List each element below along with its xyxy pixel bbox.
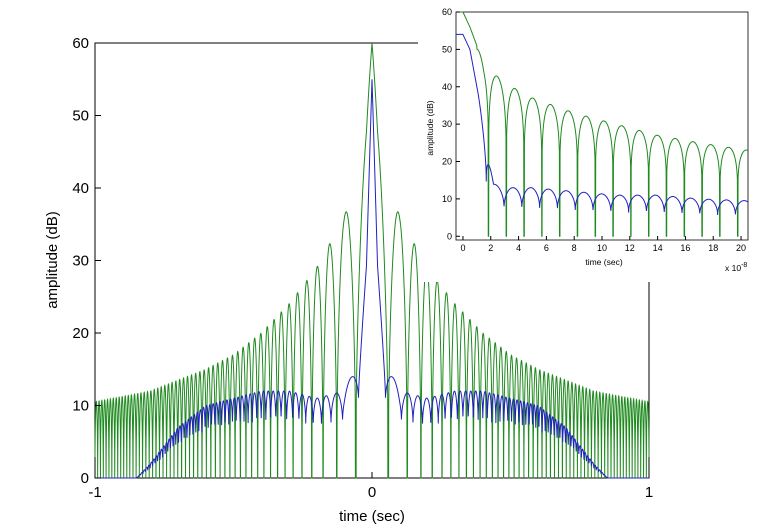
inset-series-group xyxy=(456,11,749,237)
inset-axis-ticks: 0 2 4 6 8 10 12 14 16 18 20 0 10 20 30 40 50 60 xyxy=(442,7,746,253)
inset-x-tick-label: 14 xyxy=(653,243,663,253)
inset-x-tick-label: 10 xyxy=(597,243,607,253)
main-series-line-2 xyxy=(95,79,649,479)
inset-x-tick-label: 8 xyxy=(572,243,577,253)
inset-x-tick-label: 12 xyxy=(625,243,635,253)
main-y-tick-label: 0 xyxy=(81,470,89,487)
main-y-tick-label: 60 xyxy=(72,35,89,52)
inset-x-tick-label: 16 xyxy=(680,243,690,253)
inset-x-tick-label: 18 xyxy=(708,243,718,253)
inset-y-tick-label: 20 xyxy=(442,157,452,167)
inset-x-tick-label: 4 xyxy=(516,243,521,253)
inset-x-tick-label: 0 xyxy=(460,243,465,253)
inset-x-exponent-power: -8 xyxy=(741,262,747,269)
main-y-tick-label: 30 xyxy=(72,253,89,270)
inset-y-tick-label: 50 xyxy=(442,44,452,54)
inset-series-line-1 xyxy=(456,11,749,237)
main-y-tick-label: 50 xyxy=(72,108,89,125)
main-x-tick-label: -1 xyxy=(88,484,101,501)
main-y-tick-label: 40 xyxy=(72,180,89,197)
inset-y-tick-label: 60 xyxy=(442,7,452,17)
inset-x-exponent-base: x 10 xyxy=(725,263,741,273)
inset-x-tick-label: 2 xyxy=(488,243,493,253)
inset-y-tick-label: 0 xyxy=(447,231,452,241)
main-series-line-1 xyxy=(94,42,650,479)
inset-x-tick-label: 20 xyxy=(736,243,746,253)
inset-x-axis-label: time (sec) xyxy=(585,257,622,267)
inset-x-tick-label: 6 xyxy=(544,243,549,253)
inset-y-tick-label: 10 xyxy=(442,194,452,204)
main-x-tick-label: 1 xyxy=(645,484,653,501)
inset-y-tick-label: 30 xyxy=(442,119,452,129)
inset-y-tick-label: 40 xyxy=(442,82,452,92)
main-y-tick-label: 20 xyxy=(72,325,89,342)
inset-series-line-2 xyxy=(456,33,749,216)
main-x-axis-label: time (sec) xyxy=(339,508,405,525)
main-series-group xyxy=(94,42,650,479)
main-y-axis-label: amplitude (dB) xyxy=(44,211,61,309)
inset-x-exponent: x 10-8 xyxy=(725,262,747,273)
main-y-tick-label: 10 xyxy=(72,398,89,415)
inset-y-axis-label: amplitude (dB) xyxy=(425,100,435,155)
main-x-tick-label: 0 xyxy=(368,484,376,501)
